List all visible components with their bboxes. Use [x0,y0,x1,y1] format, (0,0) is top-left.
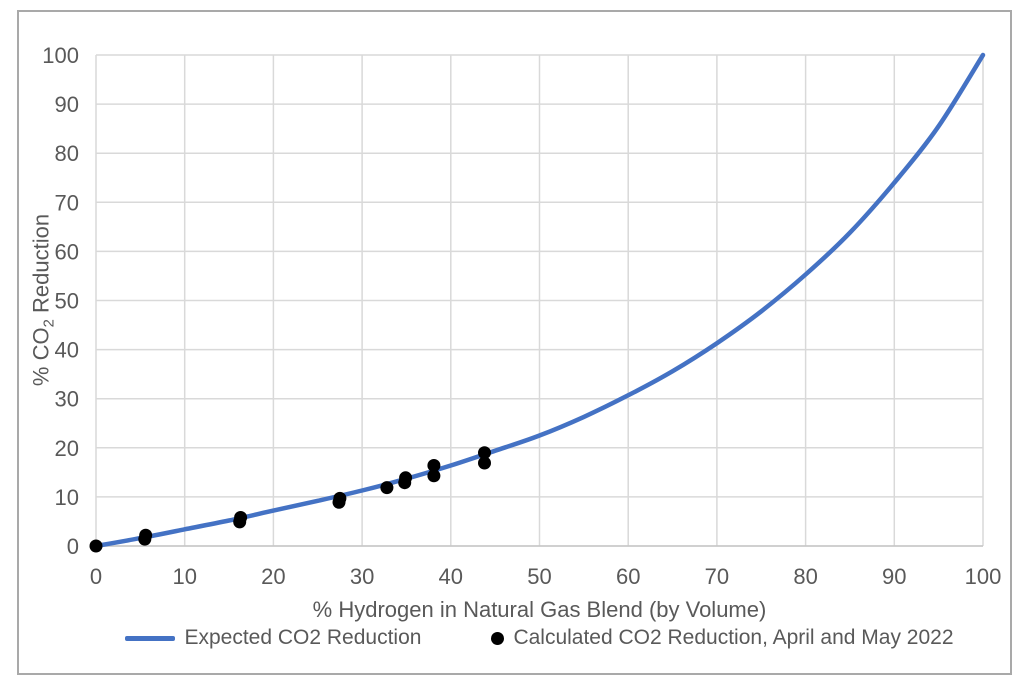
svg-text:70: 70 [705,564,729,589]
svg-text:50: 50 [527,564,551,589]
svg-text:10: 10 [172,564,196,589]
legend-item-expected: Expected CO2 Reduction [125,626,421,650]
y-axis-title-subscript: 2 [40,319,58,328]
svg-text:90: 90 [55,92,79,117]
svg-text:80: 80 [793,564,817,589]
legend-label-calculated: Calculated CO2 Reduction, April and May … [513,626,954,649]
svg-text:100: 100 [42,43,79,68]
svg-text:0: 0 [90,564,102,589]
legend-dot-swatch [491,631,505,645]
svg-text:30: 30 [55,387,79,412]
legend-item-calculated: Calculated CO2 Reduction, April and May … [491,626,954,650]
y-axis-title-post: Reduction [28,213,54,320]
svg-text:50: 50 [55,289,79,314]
svg-text:20: 20 [261,564,285,589]
legend-line-swatch [125,635,176,641]
y-axis-title-pre: % CO [28,327,54,387]
svg-text:10: 10 [55,485,79,510]
svg-text:80: 80 [55,141,79,166]
legend-label-expected: Expected CO2 Reduction [184,626,422,649]
svg-text:90: 90 [882,564,906,589]
svg-text:30: 30 [350,564,374,589]
svg-text:40: 40 [55,338,79,363]
y-axis-title: % CO2 Reduction [28,214,57,386]
chart-border-frame [17,10,1012,675]
x-axis-title: % Hydrogen in Natural Gas Blend (by Volu… [312,597,767,622]
svg-text:0: 0 [67,534,79,559]
svg-text:60: 60 [55,239,79,264]
svg-text:60: 60 [616,564,640,589]
svg-text:40: 40 [439,564,463,589]
svg-text:70: 70 [55,190,79,215]
svg-text:100: 100 [965,564,1002,589]
svg-text:20: 20 [55,436,79,461]
legend: Expected CO2 Reduction Calculated CO2 Re… [96,626,983,650]
